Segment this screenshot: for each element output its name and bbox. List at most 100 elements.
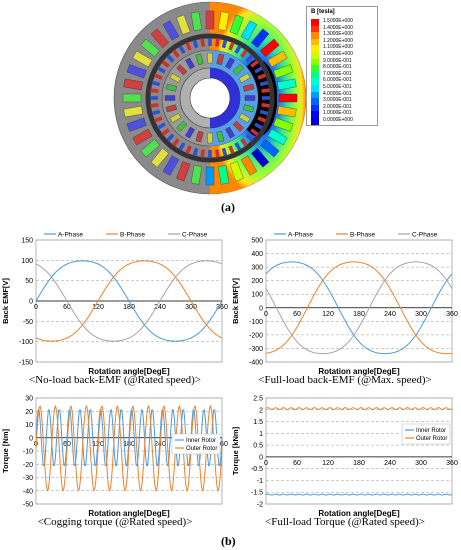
legend-label: A-Phase: [288, 232, 313, 239]
rotor-magnet: [208, 150, 212, 158]
rotor-magnet: [250, 128, 259, 136]
flux-legend-value: 8.0000E-001: [323, 64, 352, 71]
flux-legend-swatch: [311, 71, 319, 79]
flux-legend-value: 1.3000E+000: [323, 31, 353, 38]
x-tick-label: 180: [353, 311, 365, 318]
y-tick-label: 150: [21, 238, 33, 245]
rotor-magnet: [254, 122, 263, 130]
stator-slot: [205, 166, 215, 186]
flux-legend-value: 3.0000E-001: [323, 97, 352, 104]
y-tick-label: -1: [257, 478, 263, 485]
inner-slot: [232, 64, 244, 76]
rotor-magnet: [166, 133, 175, 142]
flux-legend-swatch: [311, 98, 319, 105]
rotor-magnet: [185, 41, 192, 51]
flux-legend-swatch: [311, 65, 319, 72]
y-tick-label: -400: [249, 360, 263, 367]
rotor-magnet: [240, 138, 248, 147]
series-line: [265, 407, 453, 411]
y-tick-label: 10: [25, 422, 33, 429]
flux-legend-value: 9.0000E-001: [323, 57, 352, 64]
x-tick-label: 120: [322, 460, 334, 467]
series-line: [35, 260, 223, 342]
stator-slot: [162, 20, 180, 41]
motor-cross-section: [113, 1, 307, 195]
stator-slot: [277, 105, 297, 118]
rotor-magnet: [185, 145, 192, 155]
inner-slot: [195, 53, 204, 66]
flux-legend: B [tesla] 1.5000E+000 1.4000E+000 1.3000E+…: [306, 6, 378, 126]
flux-legend-row: 1.0000E+000: [311, 50, 375, 59]
y-tick-label: 0: [29, 299, 33, 306]
y-tick-label: 100: [21, 258, 33, 265]
caption-full-load-torque: <Full-load Torque (@Rated speed)>: [265, 516, 425, 528]
stator-slot: [176, 14, 191, 35]
inner-slot: [207, 132, 213, 144]
x-tick-label: 120: [322, 311, 334, 318]
y-tick-label: 20: [25, 409, 33, 416]
stator-slot: [217, 11, 230, 31]
x-tick-label: 240: [154, 304, 166, 311]
flux-legend-row: 9.0000E-001: [311, 57, 375, 66]
y-tick-label: 0: [259, 305, 263, 312]
flux-legend-value: 2.0000E-001: [323, 103, 352, 110]
rotor-magnet: [178, 45, 186, 54]
rotor-magnet: [200, 149, 205, 158]
y-tick-label: -1.5: [251, 490, 263, 497]
rotor-magnet: [257, 116, 267, 123]
caption-cogging-torque: <Cogging torque (@Rated speed)>: [37, 516, 193, 528]
inner-slot: [176, 64, 188, 76]
rotor-magnet: [221, 39, 228, 49]
stator-slot: [267, 128, 288, 146]
y-tick-label: -20: [23, 462, 33, 469]
plot-area: [265, 397, 453, 505]
shaft-hole: [189, 77, 231, 119]
x-tick-label: 60: [293, 311, 301, 318]
y-tick-label: 1.5: [253, 419, 263, 426]
y-tick-label: 100: [251, 292, 263, 299]
inner-slot: [165, 104, 178, 113]
flux-legend-swatch: [311, 78, 319, 85]
full-load-torque-chart: -2-1.5-1-0.500.511.522.50 60 120 180 240 300 3…: [231, 396, 458, 519]
rotor-magnet: [228, 145, 235, 155]
stator-slot: [150, 28, 169, 48]
figure-a-label: (a): [221, 200, 235, 214]
y-tick-label: -50: [23, 502, 33, 509]
flux-legend-value: 1.2000E+000: [323, 37, 353, 44]
stator-slot: [132, 50, 153, 68]
rotor-magnet: [215, 149, 220, 158]
rotor-magnet: [192, 147, 199, 157]
stator-slot: [273, 64, 294, 79]
y-tick-label: -100: [249, 319, 263, 326]
rotor-magnet: [151, 80, 161, 87]
flux-legend-swatch: [311, 51, 319, 59]
rotor-magnet: [157, 122, 166, 130]
y-tick-label: -10: [23, 449, 33, 456]
flux-legend-row: 6.0000E-001: [311, 77, 375, 85]
inner-slot: [169, 113, 182, 123]
y-tick-label: -200: [249, 332, 263, 339]
series-line: [265, 261, 453, 355]
x-axis-label: Rotation angle[DegE]: [318, 509, 400, 518]
flux-legend-value: 1.0000E-001: [323, 110, 352, 117]
y-tick-label: 1: [259, 431, 263, 438]
inner-slot: [242, 83, 255, 92]
caption-no-load-back-emf: <No-load back-EMF (@Rated speed)>: [29, 374, 201, 386]
flux-legend-value: 1.1000E+000: [323, 44, 353, 51]
stator-slot: [205, 10, 215, 30]
inner-slot: [195, 130, 204, 143]
plot-area: [265, 239, 453, 363]
y-tick-label: -50: [23, 319, 33, 326]
outer-rotor: [145, 33, 275, 163]
y-tick-label: 2.5: [253, 396, 263, 403]
legend-label: B-Phase: [350, 232, 375, 239]
rotor-magnet: [161, 60, 170, 68]
series-line: [35, 260, 223, 342]
legend-label: C-Phase: [412, 232, 438, 239]
rotor-magnet: [245, 54, 254, 63]
x-tick-label: 60: [63, 304, 71, 311]
flux-legend-swatch: [311, 32, 319, 39]
x-tick-label: 300: [185, 304, 197, 311]
motor-flux-figure: [110, 0, 310, 196]
flux-legend-value: 1.0000E+000: [323, 50, 353, 57]
